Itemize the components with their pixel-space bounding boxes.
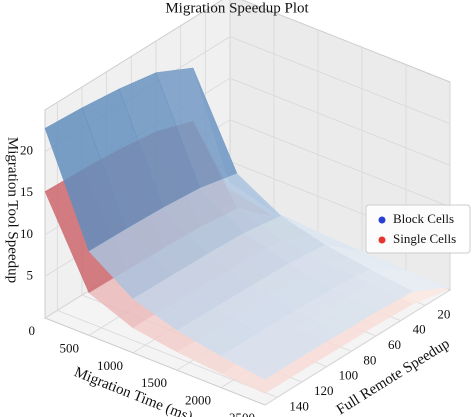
x-tick-label: 0	[29, 323, 36, 338]
x-axis-label: Migration Time (ms)	[72, 364, 195, 417]
x-tick-label: 1500	[141, 375, 167, 390]
grid-line	[229, 77, 451, 166]
z-tick-label: 15	[20, 184, 33, 199]
y-tick-label: 20	[437, 306, 450, 321]
legend-marker	[378, 236, 386, 244]
legend-marker	[378, 216, 386, 224]
z-axis-label: Migration Tool Speedup	[5, 137, 21, 283]
chart-title: Migration Speedup Plot	[165, 0, 309, 16]
x-tick-label: 1000	[97, 358, 123, 373]
grid-line	[264, 289, 451, 406]
y-tick-label: 80	[363, 352, 376, 367]
x-tick-label: 2000	[185, 393, 211, 408]
legend-box	[365, 204, 471, 254]
x-tick-label: 500	[60, 340, 80, 355]
x-tick-label: 2500	[229, 410, 255, 417]
grid-line	[229, 119, 451, 208]
legend: Block Cells Single Cells	[365, 204, 471, 254]
y-tick-label: 100	[339, 368, 359, 383]
legend-label: Block Cells	[393, 211, 454, 226]
y-tick-label: 120	[314, 383, 334, 398]
grid-line	[229, 36, 451, 124]
z-tick-label: 20	[20, 143, 33, 158]
z-tick-label: 10	[20, 226, 33, 241]
plot-area: 0 500 1000 1500 2000 2500 20 40 60 80 100 120 140 5 10…	[20, 67, 450, 417]
surface-patch	[220, 332, 303, 380]
y-tick-label: 140	[289, 398, 309, 413]
grid-line	[57, 309, 278, 398]
legend-label: Single Cells	[393, 231, 456, 246]
y-tick-label: 40	[413, 322, 426, 337]
y-tick-label: 60	[388, 337, 401, 352]
z-tick-label: 5	[27, 267, 34, 282]
